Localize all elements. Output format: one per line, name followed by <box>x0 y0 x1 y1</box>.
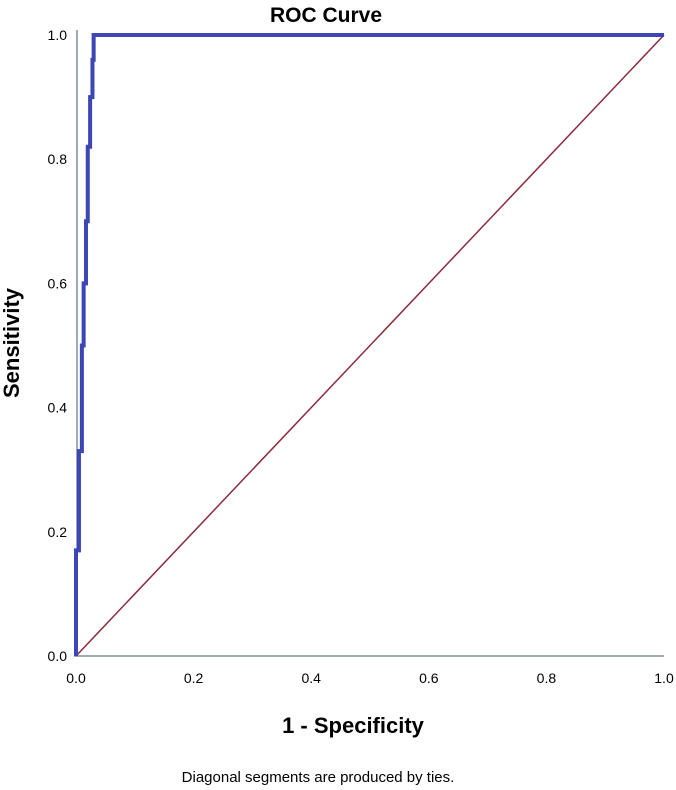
y-tick-label: 0.4 <box>48 400 68 416</box>
x-axis-title: 1 - Specificity <box>282 713 425 738</box>
series-layer <box>74 33 665 657</box>
x-tick-label: 0.6 <box>419 670 439 686</box>
x-tick-labels: 0.0 0.2 0.4 0.6 0.8 1.0 <box>66 670 674 686</box>
y-tick-label: 0.8 <box>48 151 68 167</box>
x-tick-label: 0.8 <box>537 670 557 686</box>
y-tick-label: 0.6 <box>48 275 68 291</box>
y-tick-label: 1.0 <box>48 27 68 43</box>
x-tick-label: 0.4 <box>301 670 321 686</box>
y-tick-label: 0.0 <box>48 648 68 664</box>
x-tick-label: 0.0 <box>66 670 86 686</box>
y-tick-label: 0.2 <box>48 524 68 540</box>
x-tick-label: 1.0 <box>654 670 674 686</box>
reference-diagonal-line <box>75 34 665 657</box>
y-tick-labels: 0.0 0.2 0.4 0.6 0.8 1.0 <box>48 27 68 664</box>
footnote: Diagonal segments are produced by ties. <box>182 769 455 786</box>
y-axis-title: Sensitivity <box>0 287 24 398</box>
roc-curve-line <box>74 33 664 656</box>
x-tick-label: 0.2 <box>184 670 204 686</box>
chart-title: ROC Curve <box>270 4 382 27</box>
